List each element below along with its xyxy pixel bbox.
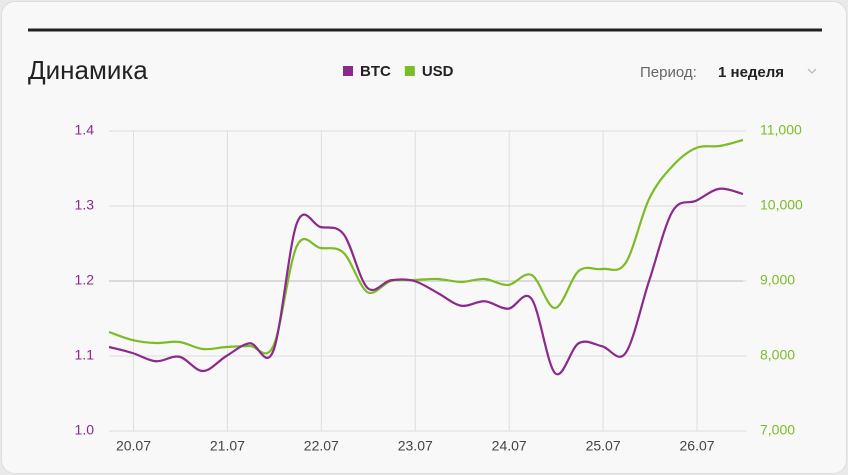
period-label: Период: xyxy=(640,64,697,81)
y-tick-label: 1.2 xyxy=(75,272,95,288)
chevron[interactable] xyxy=(807,68,817,74)
y-tick-label: 1.3 xyxy=(75,197,95,213)
x-tick-label: 24.07 xyxy=(492,438,527,454)
x-tick-label: 22.07 xyxy=(304,438,339,454)
y-tick-label: 1.0 xyxy=(75,422,95,438)
legend-label: BTC xyxy=(360,63,391,80)
y2-tick-label: 10,000 xyxy=(760,197,803,213)
x-tick-label: 23.07 xyxy=(398,438,433,454)
x-tick-label: 25.07 xyxy=(586,438,621,454)
line-series xyxy=(108,138,744,355)
y2-tick-label: 8,000 xyxy=(760,347,795,363)
x-tick-label: 20.07 xyxy=(116,438,151,454)
line-series xyxy=(108,187,744,376)
title: Динамика xyxy=(28,55,148,85)
legend-label: USD xyxy=(422,63,454,80)
x-tick-label: 21.07 xyxy=(210,438,245,454)
y2-tick-label: 7,000 xyxy=(760,422,795,438)
y-tick-label: 1.4 xyxy=(75,122,95,138)
y-tick-label: 1.1 xyxy=(75,347,95,363)
y2-tick-label: 9,000 xyxy=(760,272,795,288)
legend-swatch xyxy=(404,66,415,76)
legend-swatch xyxy=(343,66,353,76)
x-tick-label: 26.07 xyxy=(680,438,715,454)
period-select[interactable]: 1 неделя xyxy=(718,64,784,81)
y2-tick-label: 11,000 xyxy=(760,122,802,138)
